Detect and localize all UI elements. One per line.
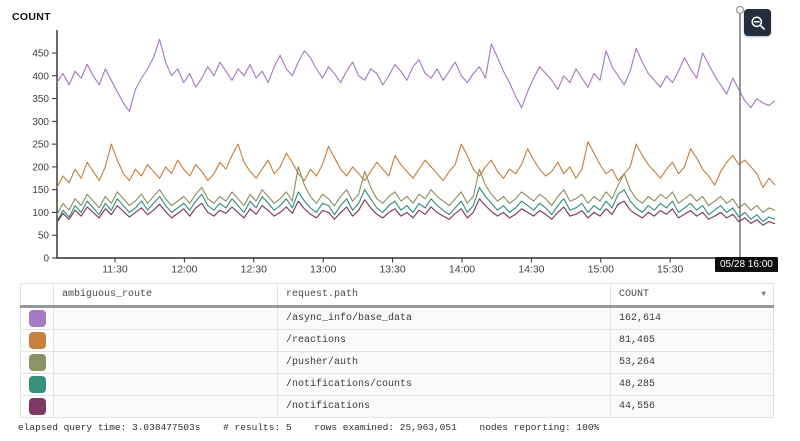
results-table-header-row: ambiguous_route request.path COUNT ▼ [20,283,774,308]
crosshair-time-tooltip: 05/28 16:00 [715,257,778,272]
table-row[interactable]: /notifications/counts 48,285 [20,373,774,396]
column-header-count[interactable]: COUNT ▼ [610,283,774,308]
x-tick-label: 15:30 [657,264,683,276]
y-tick-label: 400 [32,71,49,82]
series-color-swatch[interactable] [28,398,46,415]
count-header-label: COUNT [619,289,650,300]
series-swatch-cell[interactable] [20,329,54,352]
x-tick-label: 12:00 [171,264,197,276]
series-line-1 [56,141,776,188]
sort-descending-icon[interactable]: ▼ [761,289,766,299]
chart-y-axis-title: COUNT [12,11,51,23]
timeseries-chart[interactable]: 0 50 100 150 200 250 300 350 400 450 11:30 12:00 12:… [0,0,800,280]
series-color-swatch[interactable] [28,354,46,371]
ambiguous-route-cell [53,395,278,418]
series-line-4 [56,198,776,226]
ambiguous-route-cell [53,329,278,352]
series-swatch-cell[interactable] [20,351,54,374]
nodes-reporting: nodes reporting: 100% [479,422,600,433]
count-cell: 162,614 [610,306,774,330]
x-tick-label: 13:00 [310,264,336,276]
count-cell: 48,285 [610,373,774,396]
table-row[interactable]: /reactions 81,465 [20,329,774,352]
request-path-cell: /reactions [277,329,611,352]
count-cell: 81,465 [610,329,774,352]
request-path-cell: /async_info/base_data [277,306,611,330]
elapsed-query-time: elapsed query time: 3.038477503s [18,422,201,433]
series-color-swatch[interactable] [28,332,46,349]
request-path-cell: /notifications/counts [277,373,611,396]
series-line-0 [56,38,776,112]
table-row[interactable]: /notifications 44,556 [20,395,774,418]
series-line-3 [56,186,776,223]
ambiguous-route-cell [53,351,278,374]
y-tick-label: 250 [32,140,49,151]
count-cell: 44,556 [610,395,774,418]
x-tick-label: 15:00 [588,264,614,276]
crosshair-handle[interactable] [735,5,745,15]
x-tick-label: 11:30 [102,264,128,276]
column-header-swatch [20,283,54,308]
x-tick-label: 13:30 [379,264,405,276]
results-table-body: /async_info/base_data 162,614/reactions 81… [20,306,774,418]
x-tick-label: 14:30 [518,264,544,276]
series-color-swatch[interactable] [28,310,46,327]
query-stats-footer: elapsed query time: 3.038477503s # resul… [18,422,616,433]
y-tick-label: 300 [32,117,49,128]
x-tick-label: 14:00 [449,264,475,276]
ambiguous-route-cell [53,306,278,330]
series-swatch-cell[interactable] [20,395,54,418]
y-tick-label: 100 [32,208,49,219]
series-line-2 [56,166,776,215]
series-swatch-cell[interactable] [20,306,54,330]
rows-examined: rows examined: 25,963,051 [314,422,457,433]
results-table: ambiguous_route request.path COUNT ▼ /as… [20,283,774,418]
result-count: # results: 5 [223,422,292,433]
ambiguous-route-cell [53,373,278,396]
y-tick-label: 350 [32,94,49,105]
x-tick-label: 12:30 [241,264,267,276]
table-row[interactable]: /async_info/base_data 162,614 [20,306,774,330]
y-tick-label: 200 [32,162,49,173]
y-tick-label: 450 [32,49,49,60]
zoom-out-icon [750,15,765,30]
series-color-swatch[interactable] [28,376,46,393]
table-row[interactable]: /pusher/auth 53,264 [20,351,774,374]
column-header-request-path[interactable]: request.path [277,283,611,308]
chart-axes [56,30,775,259]
column-header-ambiguous-route[interactable]: ambiguous_route [53,283,278,308]
request-path-cell: /pusher/auth [277,351,611,374]
count-cell: 53,264 [610,351,774,374]
y-tick-label: 150 [32,185,49,196]
zoom-out-button[interactable] [744,9,771,36]
y-tick-label: 0 [43,254,49,265]
y-tick-label: 50 [38,231,50,242]
series-swatch-cell[interactable] [20,373,54,396]
request-path-cell: /notifications [277,395,611,418]
